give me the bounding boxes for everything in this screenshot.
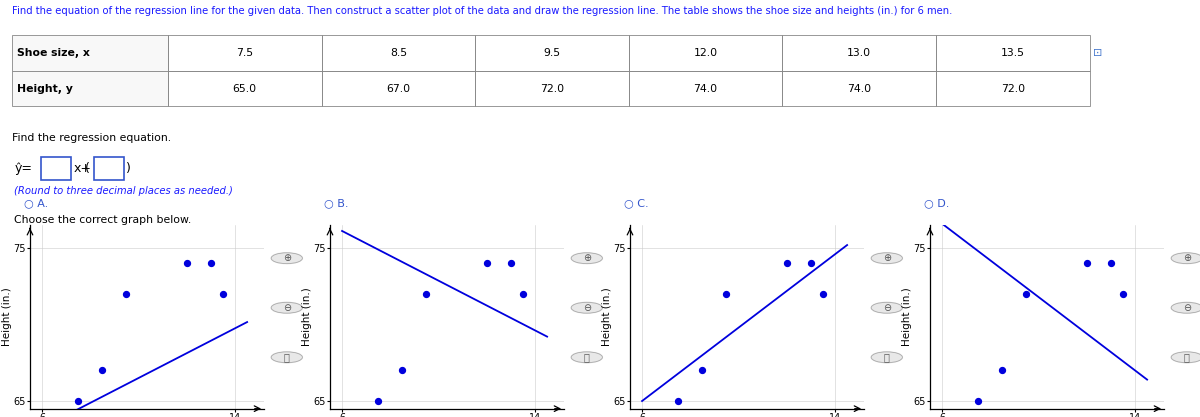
Text: (: ( xyxy=(85,162,90,176)
Bar xyxy=(12,35,168,71)
Text: ⊕: ⊕ xyxy=(1183,253,1190,263)
Point xyxy=(92,367,112,374)
Text: Shoe size, x: Shoe size, x xyxy=(17,48,90,58)
Point xyxy=(368,398,388,404)
Text: 13.0: 13.0 xyxy=(847,48,871,58)
Point xyxy=(668,398,688,404)
Point xyxy=(1078,260,1097,267)
Text: ⊡: ⊡ xyxy=(1093,48,1103,58)
Text: 13.5: 13.5 xyxy=(1001,48,1025,58)
Text: 65.0: 65.0 xyxy=(233,84,257,93)
Point xyxy=(116,291,136,297)
Circle shape xyxy=(1171,253,1200,264)
Y-axis label: Height (in.): Height (in.) xyxy=(2,288,12,346)
Text: ○ A.: ○ A. xyxy=(24,198,48,208)
Bar xyxy=(322,71,475,106)
Text: 8.5: 8.5 xyxy=(390,48,407,58)
Text: ⊖: ⊖ xyxy=(1183,303,1190,313)
Bar xyxy=(936,35,1090,71)
Circle shape xyxy=(871,302,902,313)
Text: Height, y: Height, y xyxy=(17,84,73,93)
Circle shape xyxy=(571,253,602,264)
Bar xyxy=(168,71,322,106)
Text: 72.0: 72.0 xyxy=(540,84,564,93)
Point xyxy=(968,398,988,404)
Circle shape xyxy=(871,253,902,264)
Text: 12.0: 12.0 xyxy=(694,48,718,58)
Point xyxy=(1016,291,1036,297)
Text: ⊖: ⊖ xyxy=(283,303,290,313)
Circle shape xyxy=(271,253,302,264)
Circle shape xyxy=(1171,352,1200,363)
Text: ○ D.: ○ D. xyxy=(924,198,949,208)
Point xyxy=(1102,260,1121,267)
Point xyxy=(802,260,821,267)
Text: 74.0: 74.0 xyxy=(694,84,718,93)
Text: ⊖: ⊖ xyxy=(883,303,890,313)
Text: ⤢: ⤢ xyxy=(584,352,589,362)
Text: 74.0: 74.0 xyxy=(847,84,871,93)
Point xyxy=(502,260,521,267)
Y-axis label: Height (in.): Height (in.) xyxy=(602,288,612,346)
Point xyxy=(416,291,436,297)
Point xyxy=(478,260,497,267)
Text: ⤢: ⤢ xyxy=(284,352,289,362)
Bar xyxy=(12,71,168,106)
Point xyxy=(514,291,533,297)
Text: 9.5: 9.5 xyxy=(544,48,560,58)
Circle shape xyxy=(571,352,602,363)
Bar xyxy=(94,157,124,180)
Text: x+: x+ xyxy=(73,162,91,176)
Bar xyxy=(629,71,782,106)
Text: 7.5: 7.5 xyxy=(236,48,253,58)
Bar xyxy=(936,71,1090,106)
Text: ○ C.: ○ C. xyxy=(624,198,649,208)
Point xyxy=(778,260,797,267)
Point xyxy=(178,260,197,267)
Text: ○ B.: ○ B. xyxy=(324,198,348,208)
Text: ⊕: ⊕ xyxy=(583,253,590,263)
Bar xyxy=(475,71,629,106)
Text: ⊕: ⊕ xyxy=(883,253,890,263)
Text: ⤢: ⤢ xyxy=(884,352,889,362)
Point xyxy=(392,367,412,374)
Point xyxy=(214,291,233,297)
Bar xyxy=(322,35,475,71)
Text: ŷ=: ŷ= xyxy=(14,162,32,176)
Point xyxy=(814,291,833,297)
Y-axis label: Height (in.): Height (in.) xyxy=(302,288,312,346)
Bar xyxy=(168,35,322,71)
Point xyxy=(1114,291,1133,297)
Point xyxy=(68,398,88,404)
Text: ): ) xyxy=(126,162,131,176)
Circle shape xyxy=(571,302,602,313)
Y-axis label: Height (in.): Height (in.) xyxy=(902,288,912,346)
Point xyxy=(202,260,221,267)
Circle shape xyxy=(1171,302,1200,313)
Point xyxy=(992,367,1012,374)
Text: 72.0: 72.0 xyxy=(1001,84,1025,93)
Text: Choose the correct graph below.: Choose the correct graph below. xyxy=(14,215,192,225)
Bar xyxy=(782,71,936,106)
Text: Find the regression equation.: Find the regression equation. xyxy=(12,133,172,143)
Circle shape xyxy=(271,302,302,313)
Text: ⤢: ⤢ xyxy=(1184,352,1189,362)
Circle shape xyxy=(271,352,302,363)
Point xyxy=(692,367,712,374)
Circle shape xyxy=(871,352,902,363)
Point xyxy=(716,291,736,297)
Text: ⊕: ⊕ xyxy=(283,253,290,263)
Bar xyxy=(629,35,782,71)
Text: 67.0: 67.0 xyxy=(386,84,410,93)
Bar xyxy=(782,35,936,71)
Text: (Round to three decimal places as needed.): (Round to three decimal places as needed… xyxy=(14,186,233,196)
Bar xyxy=(475,35,629,71)
Bar xyxy=(41,157,71,180)
Text: Find the equation of the regression line for the given data. Then construct a sc: Find the equation of the regression line… xyxy=(12,6,953,16)
Text: ⊖: ⊖ xyxy=(583,303,590,313)
